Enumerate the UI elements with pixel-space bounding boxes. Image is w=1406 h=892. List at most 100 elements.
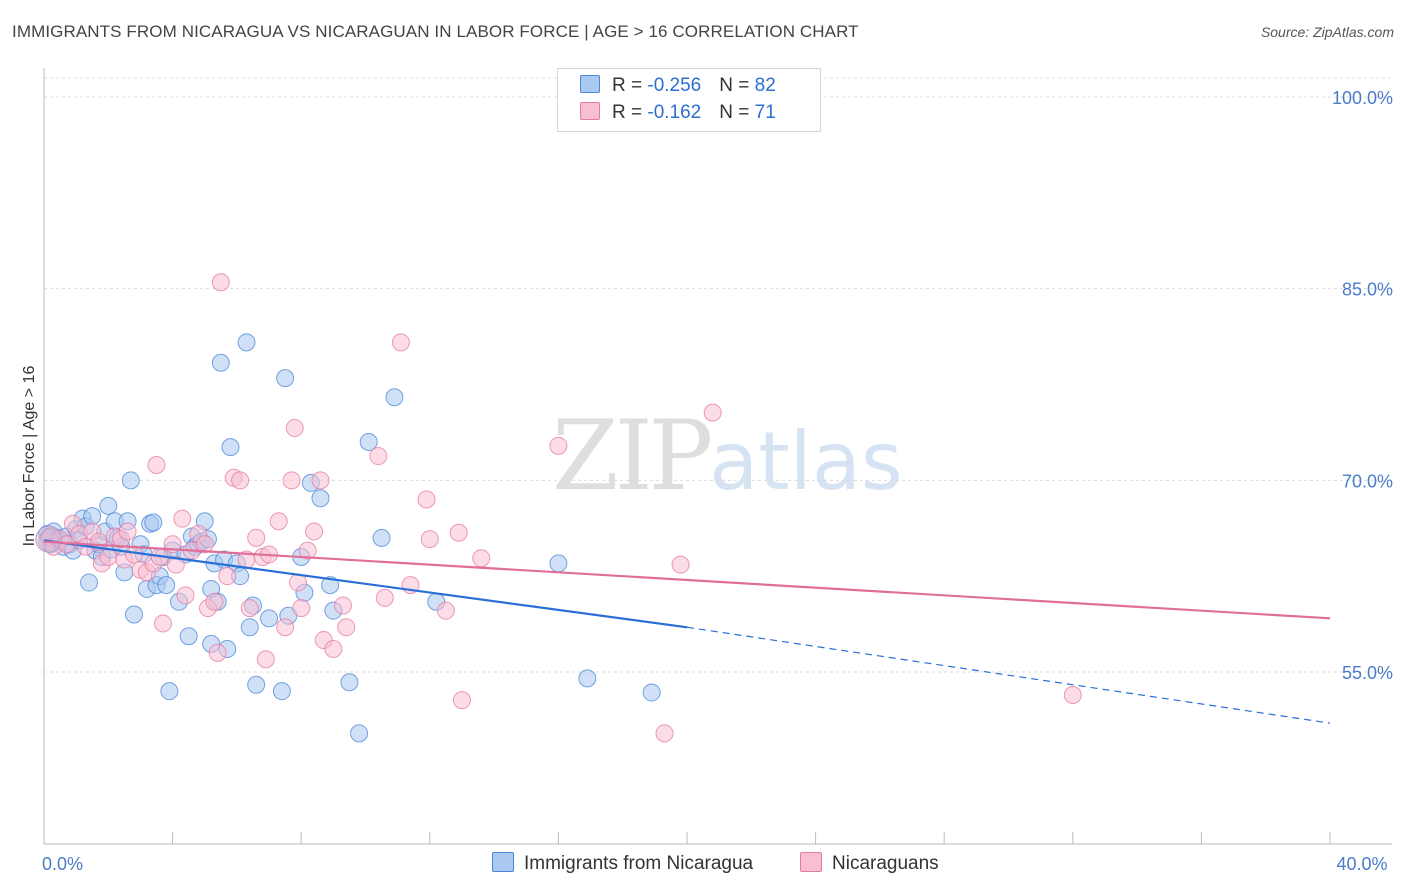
bottom-legend-swatch-immigrants <box>492 852 514 872</box>
data-point <box>147 456 166 474</box>
legend-row-immigrants: R = -0.256 N = 82 <box>580 75 776 97</box>
data-point <box>83 507 102 526</box>
data-point <box>276 369 295 388</box>
legend-r-label: R = <box>612 75 648 96</box>
data-point <box>176 586 195 605</box>
data-point <box>549 554 568 573</box>
data-point <box>417 490 436 509</box>
axis-labels: 100.0% 85.0% 70.0% 55.0% 0.0% 40.0% In Labor F… <box>21 88 1393 874</box>
data-point <box>208 643 227 662</box>
bottom-legend-swatch-nicaraguans <box>800 852 822 872</box>
data-point <box>247 528 266 547</box>
data-point <box>179 627 198 646</box>
legend-r-value: -0.162 <box>647 102 702 123</box>
data-point <box>247 675 266 694</box>
data-point <box>221 438 240 457</box>
data-point <box>160 682 179 701</box>
data-point <box>655 724 674 743</box>
data-point <box>324 640 343 658</box>
legend-n-label: N = <box>719 75 755 96</box>
data-point <box>359 433 378 451</box>
data-point-cluster <box>35 525 63 553</box>
data-point <box>256 650 275 669</box>
y-axis-label: In Labor Force | Age > 16 <box>21 366 38 547</box>
x-tick-label: 0.0% <box>42 854 83 874</box>
bottom-legend-immigrants: Immigrants from Nicaragua <box>492 852 753 875</box>
data-point <box>144 513 163 532</box>
data-point <box>125 605 144 624</box>
data-point <box>211 353 230 372</box>
bottom-legend-label-nicaraguans: Nicaraguans <box>832 853 939 874</box>
chart-source: Source: ZipAtlas.com <box>1260 24 1394 40</box>
data-point <box>276 618 295 637</box>
data-point <box>205 592 224 611</box>
legend-n-value: 82 <box>754 75 776 96</box>
data-point <box>372 528 391 547</box>
data-point <box>449 523 468 542</box>
data-point <box>311 471 330 490</box>
data-point <box>121 471 140 490</box>
data-point <box>282 471 301 490</box>
data-point <box>298 541 317 560</box>
data-point <box>305 522 324 541</box>
data-point <box>80 573 99 592</box>
data-point <box>118 522 137 541</box>
data-point <box>237 333 256 352</box>
bottom-legend-nicaraguans: Nicaraguans <box>800 852 939 875</box>
data-point <box>472 549 491 568</box>
data-point <box>272 682 291 701</box>
data-point <box>240 618 259 637</box>
data-point <box>211 273 230 292</box>
data-point <box>642 683 661 702</box>
watermark: ZIPatlas <box>552 400 903 512</box>
data-point <box>99 496 118 515</box>
data-points <box>35 273 1082 743</box>
trend-line-nicaraguans <box>43 540 1331 620</box>
data-point <box>269 512 288 531</box>
data-point <box>549 436 568 455</box>
axes <box>43 68 1392 845</box>
data-point <box>99 548 118 566</box>
data-point <box>166 555 185 574</box>
legend-n-label: N = <box>719 102 755 123</box>
data-point <box>292 599 311 618</box>
y-tick-label: 70.0% <box>1342 471 1393 491</box>
data-point <box>195 535 214 554</box>
trend-line-immigrants <box>43 539 688 629</box>
legend-r-value: -0.256 <box>647 75 702 96</box>
legend-r-label: R = <box>612 102 648 123</box>
data-point <box>391 333 410 352</box>
data-point <box>153 614 172 633</box>
data-point <box>703 403 722 422</box>
data-point <box>1063 686 1082 704</box>
chart-title: IMMIGRANTS FROM NICARAGUA VS NICARAGUAN … <box>12 22 859 41</box>
data-point <box>671 555 690 574</box>
y-tick-label: 55.0% <box>1342 663 1393 683</box>
watermark-zip: ZIP <box>552 400 713 512</box>
data-point <box>321 576 340 595</box>
data-point <box>369 447 388 466</box>
data-point <box>436 601 455 620</box>
data-point <box>333 596 352 615</box>
data-point <box>452 691 471 710</box>
data-point <box>285 418 304 437</box>
data-point <box>375 588 394 607</box>
bottom-legend-label-immigrants: Immigrants from Nicaragua <box>524 853 754 874</box>
data-point <box>340 673 359 692</box>
data-point <box>311 489 330 508</box>
data-point <box>578 669 597 688</box>
data-point <box>157 576 176 595</box>
y-tick-label: 85.0% <box>1342 280 1393 300</box>
data-point <box>420 530 439 549</box>
data-point <box>260 609 279 628</box>
data-point <box>385 388 404 407</box>
x-tick-label: 40.0% <box>1336 854 1387 874</box>
y-tick-label: 100.0% <box>1332 88 1393 108</box>
data-point <box>350 724 369 743</box>
watermark-atlas: atlas <box>709 415 903 508</box>
data-point <box>218 567 237 586</box>
legend-swatch-immigrants <box>580 75 600 93</box>
data-point <box>337 618 356 637</box>
legend-row-nicaraguans: R = -0.162 N = 71 <box>580 102 776 124</box>
